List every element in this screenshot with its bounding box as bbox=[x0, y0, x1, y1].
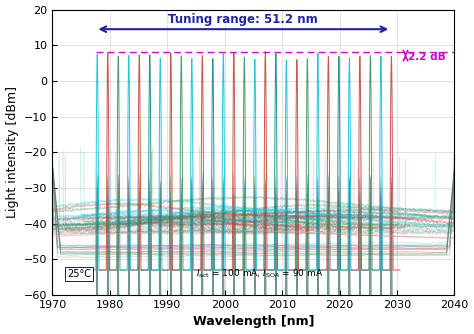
Text: 25°C: 25°C bbox=[67, 269, 91, 279]
Text: 2.2 dB: 2.2 dB bbox=[408, 52, 446, 62]
Text: $I_{\mathrm{act}}$ = 100 mA, $I_{\mathrm{SOA}}$ = 90 mA: $I_{\mathrm{act}}$ = 100 mA, $I_{\mathrm… bbox=[195, 268, 323, 280]
X-axis label: Wavelength [nm]: Wavelength [nm] bbox=[192, 315, 314, 328]
Text: Tuning range: 51.2 nm: Tuning range: 51.2 nm bbox=[168, 13, 318, 26]
Y-axis label: Light intensity [dBm]: Light intensity [dBm] bbox=[6, 86, 18, 218]
